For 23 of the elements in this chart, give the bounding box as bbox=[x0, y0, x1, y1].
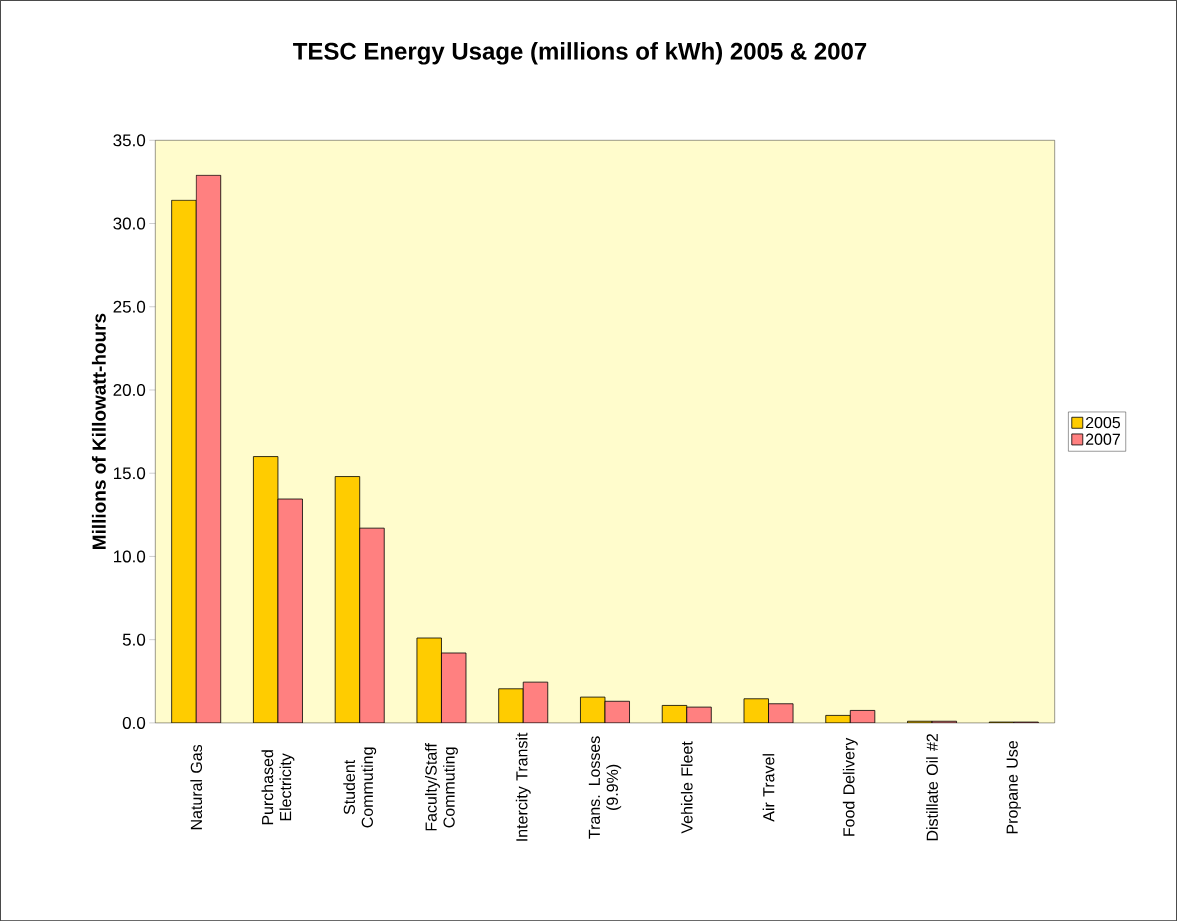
y-tick-label: 20.0 bbox=[113, 383, 146, 396]
y-tick-label: 30.0 bbox=[113, 217, 146, 230]
x-tick-label: Propane Use bbox=[1006, 740, 1021, 834]
y-tick-label: 15.0 bbox=[114, 467, 146, 480]
x-tick-label: Natural Gas bbox=[190, 744, 203, 830]
y-tick-label: 0.0 bbox=[122, 716, 146, 729]
legend-label: 2007 bbox=[1085, 433, 1120, 445]
x-tick-label: Air Travel bbox=[762, 754, 775, 822]
x-tick-label: Intercity Transit bbox=[515, 732, 531, 841]
y-tick-label: 35.0 bbox=[113, 134, 146, 147]
y-tick-label: 25.0 bbox=[113, 300, 146, 313]
x-tick-label: Faculty/Staff Commuting bbox=[425, 743, 458, 831]
x-tick-label: Vehicle Fleet bbox=[680, 741, 693, 834]
x-tick-label: Trans. Losses (9.9%) bbox=[588, 736, 622, 839]
chart-title: TESC Energy Usage (millions of kWh) 2005 & 2007 bbox=[293, 42, 867, 65]
y-tick-label: 10.0 bbox=[114, 550, 146, 563]
x-tick-label: Distillate Oil #2 bbox=[926, 733, 938, 841]
legend-label: 2005 bbox=[1085, 416, 1121, 429]
x-tick-label: Student Commuting bbox=[343, 747, 377, 828]
y-axis-title: Millions of Killowatt-hours bbox=[91, 313, 106, 549]
x-tick-label: Food Delivery bbox=[842, 737, 858, 836]
y-tick-label: 5.0 bbox=[122, 633, 146, 646]
x-tick-label: Purchased Electricity bbox=[261, 750, 295, 825]
